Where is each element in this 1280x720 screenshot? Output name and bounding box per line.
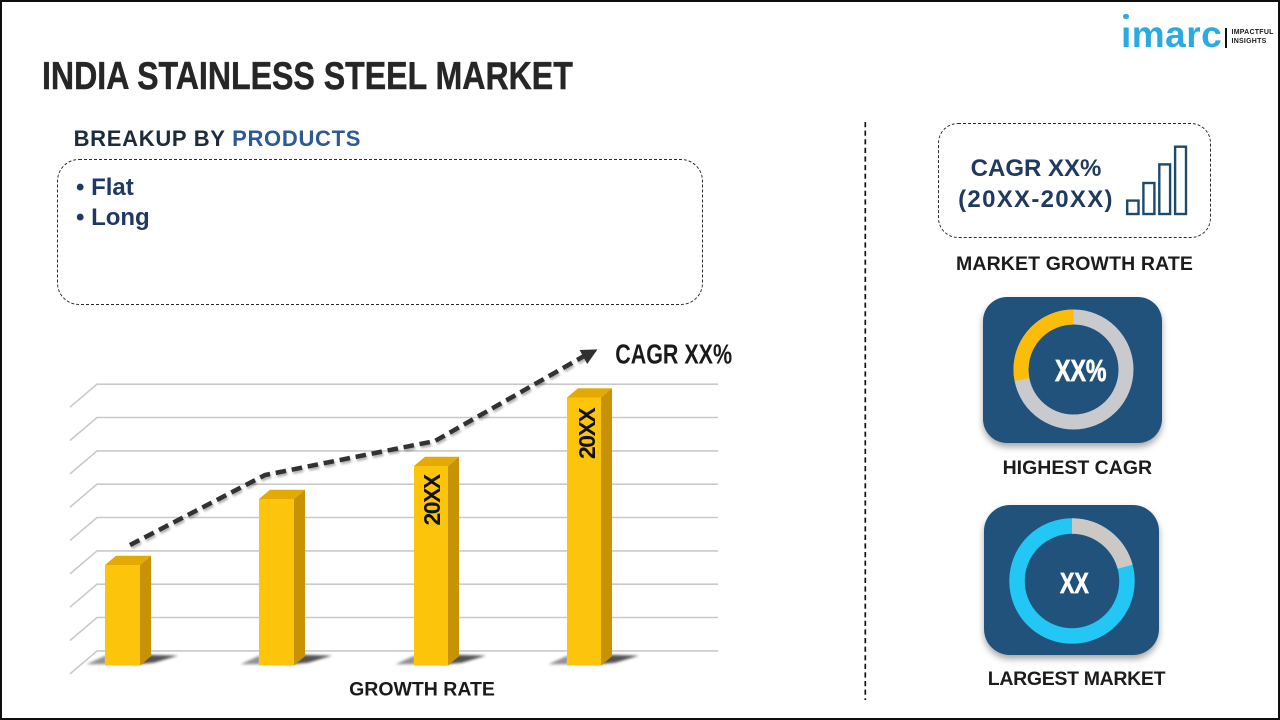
svg-text:20XX: 20XX — [419, 473, 445, 525]
svg-text:20XX: 20XX — [574, 407, 600, 459]
svg-text:GROWTH RATE: GROWTH RATE — [349, 679, 495, 701]
svg-text:CAGR XX%: CAGR XX% — [615, 340, 732, 370]
